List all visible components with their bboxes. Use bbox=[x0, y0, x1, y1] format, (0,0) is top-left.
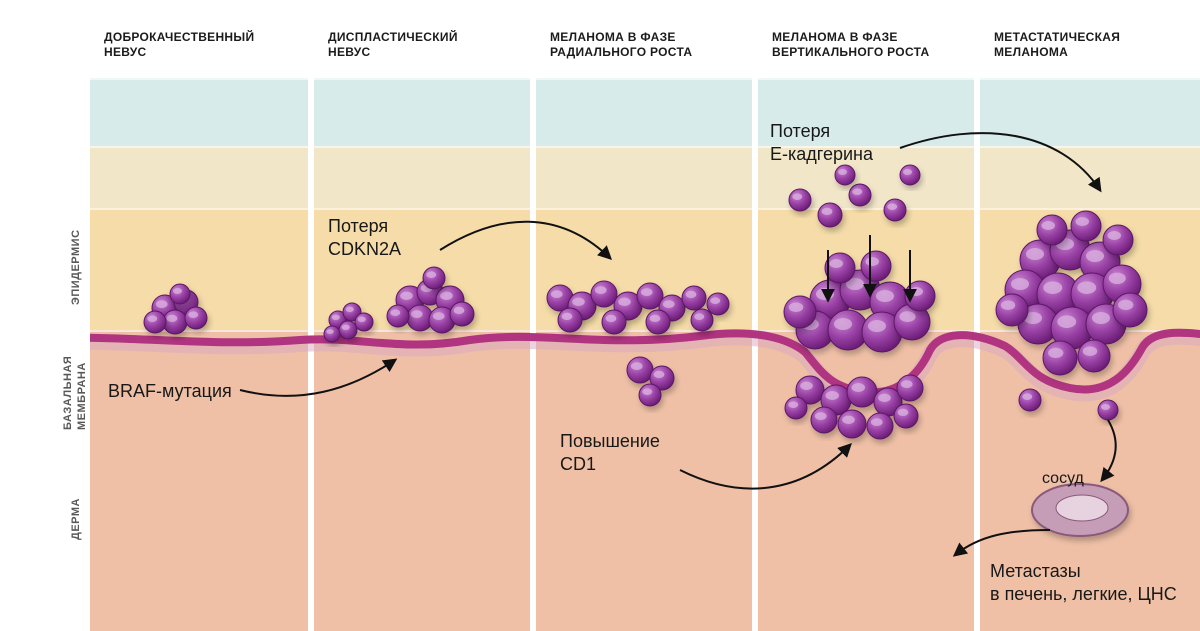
annotation-cdkn2a: ПотеряCDKN2A bbox=[328, 215, 401, 260]
arrow-a-vessel bbox=[1102, 420, 1116, 480]
arrow-a-cd1 bbox=[680, 445, 850, 489]
stage-title-4: МЕТАСТАТИЧЕСКАЯМЕЛАНОМА bbox=[994, 30, 1194, 60]
annotation-mets: Метастазыв печень, легкие, ЦНС bbox=[990, 560, 1177, 605]
row-label-2: ДЕРМА bbox=[70, 498, 82, 540]
arrow-a-cdkn2a bbox=[440, 222, 610, 258]
annotation-cd1: ПовышениеCD1 bbox=[560, 430, 660, 475]
stage-title-0: ДОБРОКАЧЕСТВЕННЫЙНЕВУС bbox=[104, 30, 302, 60]
stage-title-3: МЕЛАНОМА В ФАЗЕВЕРТИКАЛЬНОГО РОСТА bbox=[772, 30, 968, 60]
diagram-svg bbox=[0, 0, 1200, 631]
arrow-a-mets bbox=[955, 530, 1050, 555]
row-label-0: ЭПИДЕРМИС bbox=[70, 229, 82, 305]
annotation-vessel: сосуд bbox=[1042, 470, 1084, 488]
stage-title-1: ДИСПЛАСТИЧЕСКИЙНЕВУС bbox=[328, 30, 524, 60]
arrow-a-braf bbox=[240, 360, 395, 396]
stage-title-2: МЕЛАНОМА В ФАЗЕРАДИАЛЬНОГО РОСТА bbox=[550, 30, 746, 60]
annotation-ecad: ПотеряЕ-кадгерина bbox=[770, 120, 873, 165]
blood-vessel bbox=[1032, 484, 1128, 536]
annotation-braf: BRAF-мутация bbox=[108, 380, 232, 403]
arrow-a-ecad bbox=[900, 133, 1100, 190]
row-label-1-0: БАЗАЛЬНАЯ bbox=[62, 356, 74, 430]
row-label-1-1: МЕМБРАНА bbox=[76, 362, 88, 430]
